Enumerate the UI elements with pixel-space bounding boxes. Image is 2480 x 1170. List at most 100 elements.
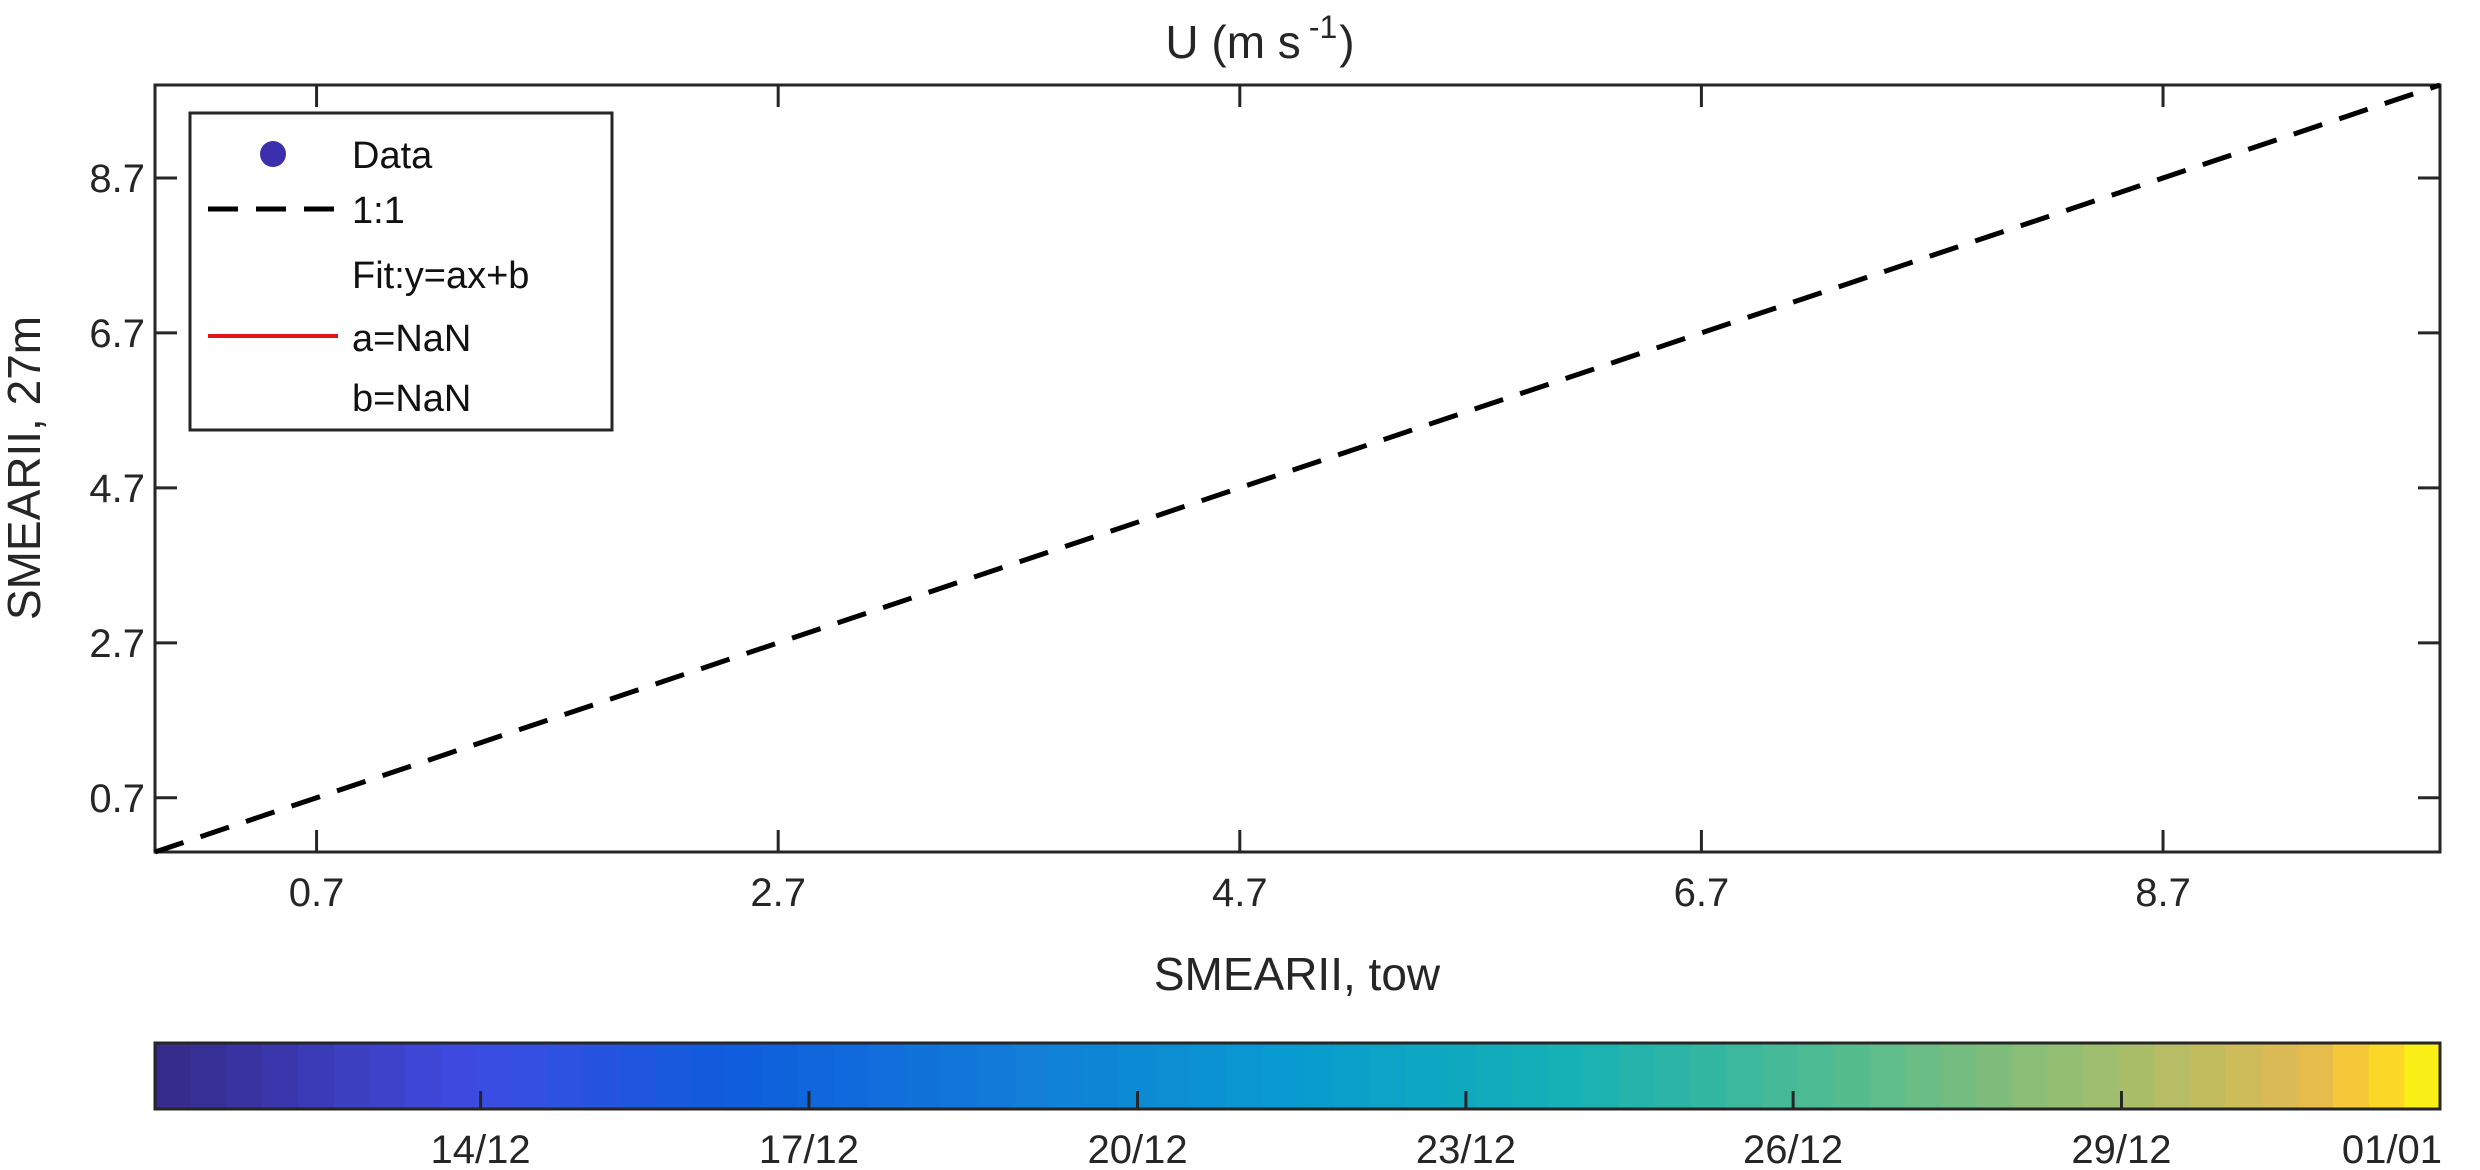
colorbar-segment: [262, 1043, 299, 1109]
colorbar-segment: [1904, 1043, 1941, 1109]
colorbar-segment: [904, 1043, 942, 1109]
colorbar-segment: [2154, 1043, 2191, 1109]
colorbar-segment: [1404, 1043, 1442, 1109]
legend: Data 1:1 Fit:y=ax+b a=NaN b=NaN: [188, 111, 614, 432]
colorbar-segment: [2332, 1043, 2370, 1109]
colorbar-segment: [1618, 1043, 1656, 1109]
y-tick-label: 8.7: [89, 157, 145, 201]
legend-data-marker: [260, 141, 286, 167]
colorbar-segment: [190, 1043, 228, 1109]
legend-item-fit: Fit:y=ax+b: [352, 255, 529, 297]
colorbar-segment: [2261, 1043, 2298, 1109]
legend-item-b: b=NaN: [352, 378, 471, 420]
colorbar-segment: [1833, 1043, 1870, 1109]
colorbar-segment: [2190, 1043, 2227, 1109]
colorbar-segment: [333, 1043, 371, 1109]
colorbar-tick-label: 26/12: [1743, 1128, 1843, 1170]
colorbar-segment: [1368, 1043, 1406, 1109]
colorbar-segment: [1940, 1043, 1977, 1109]
colorbar-segment: [2225, 1043, 2263, 1109]
y-tick-label: 6.7: [89, 312, 145, 356]
y-ticks: 0.7 2.7 4.7 6.7 8.7: [89, 157, 2440, 821]
colorbar-tick-label: 23/12: [1416, 1128, 1516, 1170]
colorbar-segment: [726, 1043, 763, 1109]
colorbar-segment: [2047, 1043, 2084, 1109]
colorbar-frame: [153, 1041, 2442, 1111]
chart-title-main: U (m s: [1165, 16, 1300, 68]
colorbar-segment: [1583, 1043, 1620, 1109]
series-layer: [154, 82, 2441, 855]
colorbar-segment: [2368, 1043, 2406, 1109]
legend-item-a: a=NaN: [352, 318, 471, 360]
colorbar-segment: [1797, 1043, 1834, 1109]
x-tick-label: 8.7: [2135, 871, 2191, 915]
colorbar-segment: [512, 1043, 549, 1109]
colorbar-segment: [1011, 1043, 1049, 1109]
colorbar-segment: [690, 1043, 728, 1109]
colorbar-segment: [404, 1043, 442, 1109]
colorbar-segment: [2118, 1043, 2156, 1109]
colorbar-segment: [1547, 1043, 1584, 1109]
colorbar-segment: [1297, 1043, 1335, 1109]
colorbar-segment: [547, 1043, 585, 1109]
colorbar-segment: [2297, 1043, 2334, 1109]
chart-title-superscript: -1: [1309, 9, 1337, 45]
chart-title: U (m s -1): [1165, 9, 1354, 68]
legend-item-1to1: 1:1: [352, 190, 405, 232]
colorbar-segment: [297, 1043, 335, 1109]
colorbar-tick-label: 01/01: [2342, 1128, 2442, 1170]
colorbar-segment: [1333, 1043, 1370, 1109]
y-axis-label: SMEARII, 27m: [0, 316, 50, 620]
series-line-1to1: [154, 82, 2441, 855]
x-tick-label: 4.7: [1212, 871, 1268, 915]
colorbar-ticks: 14/12 17/12 20/12 23/12 26/12 29/12 01/01: [431, 1091, 2442, 1170]
colorbar-segment: [940, 1043, 977, 1109]
colorbar-segment: [2404, 1043, 2441, 1109]
colorbar-segment: [869, 1043, 906, 1109]
chart-title-suffix: ): [1339, 16, 1354, 68]
colorbar-segment: [761, 1043, 799, 1109]
y-tick-label: 2.7: [89, 622, 145, 666]
colorbar-segment: [1511, 1043, 1549, 1109]
colorbar-segment: [1261, 1043, 1299, 1109]
colorbar-segment: [440, 1043, 478, 1109]
x-tick-label: 6.7: [1674, 871, 1730, 915]
legend-box: [188, 111, 614, 432]
y-tick-label: 4.7: [89, 467, 145, 511]
colorbar-segment: [1476, 1043, 1513, 1109]
colorbar-segment: [1440, 1043, 1477, 1109]
colorbar-segment: [1047, 1043, 1085, 1109]
x-tick-label: 2.7: [750, 871, 806, 915]
colorbar-segment: [583, 1043, 620, 1109]
colorbar-segment: [2082, 1043, 2120, 1109]
colorbar-segment: [2011, 1043, 2049, 1109]
colorbar-segment: [1725, 1043, 1763, 1109]
colorbar-segment: [1154, 1043, 1192, 1109]
colorbar-tick-label: 14/12: [431, 1128, 531, 1170]
colorbar-segment: [155, 1043, 192, 1109]
colorbar-segment: [797, 1043, 835, 1109]
colorbar-segment: [1690, 1043, 1727, 1109]
colorbar-segment: [976, 1043, 1013, 1109]
colorbar-segment: [1868, 1043, 1906, 1109]
colorbar: [155, 1043, 2441, 1109]
colorbar-segment: [619, 1043, 656, 1109]
colorbar-segment: [833, 1043, 870, 1109]
colorbar-tick-label: 17/12: [759, 1128, 859, 1170]
y-tick-label: 0.7: [89, 777, 145, 821]
x-axis-label: SMEARII, tow: [1154, 948, 1441, 1000]
colorbar-segment: [1190, 1043, 1227, 1109]
colorbar-segment: [369, 1043, 406, 1109]
x-tick-label: 0.7: [289, 871, 345, 915]
legend-item-data: Data: [352, 135, 433, 177]
colorbar-segment: [1654, 1043, 1692, 1109]
colorbar-segment: [1226, 1043, 1263, 1109]
colorbar-segment: [654, 1043, 692, 1109]
colorbar-tick-label: 29/12: [2071, 1128, 2171, 1170]
x-ticks: 0.7 2.7 4.7 6.7 8.7: [289, 85, 2191, 915]
colorbar-segment: [1083, 1043, 1120, 1109]
colorbar-segment: [476, 1043, 513, 1109]
colorbar-segment: [1975, 1043, 2013, 1109]
colorbar-tick-label: 20/12: [1087, 1128, 1187, 1170]
